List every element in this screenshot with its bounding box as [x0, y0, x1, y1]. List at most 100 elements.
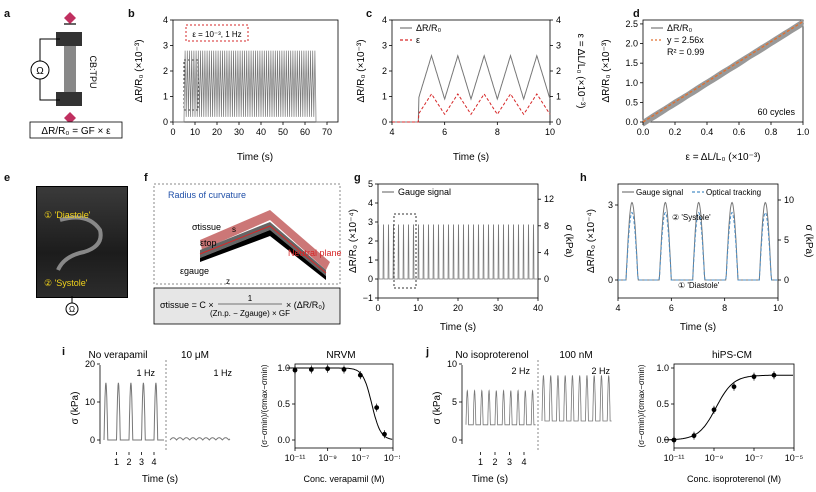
legend-gauge-signal: Gauge signal	[636, 188, 683, 197]
panel-j-label: j	[426, 346, 430, 358]
x-axis-label: Time (s)	[472, 474, 508, 485]
y-tick-label: 3	[382, 41, 387, 51]
y-tick-label: 0	[452, 435, 457, 445]
cycle-trace	[642, 20, 804, 127]
s-label: s	[232, 225, 236, 234]
y-tick-label: 3	[163, 41, 168, 51]
micrograph-overlay: ① 'Diastole' ② 'Systole' Ω	[44, 210, 103, 316]
frequency-label: 1 Hz	[213, 368, 232, 378]
y-axis-label: (σ−σmin)/(σmax−σmin)	[637, 364, 646, 447]
x-tick-label: 10⁻¹¹	[285, 453, 306, 463]
x-axis-label: Time (s)	[142, 474, 178, 485]
x-tick-label: 0.8	[765, 127, 778, 137]
x-tick-label: 4	[151, 457, 156, 467]
panel-b: b ε = 10⁻³, 1 Hz 0 10 20 30 40 50 60 70 0 1 2 3 4 Ti…	[128, 0, 348, 165]
y-tick-label: 1	[556, 92, 561, 102]
y-tick-label: 0.0	[625, 117, 638, 127]
stress-trace-control	[465, 389, 536, 426]
device-schematic: Ω CB:TPU ΔR/R₀ = GF × ε	[29, 12, 123, 139]
y-tick-label: 2	[382, 66, 387, 76]
y-tick-label: 10	[784, 195, 794, 205]
panel-f: f Radius of curvature σtissue εtop εgaug…	[140, 170, 345, 330]
x-tick-label: 10	[545, 127, 555, 137]
legend-strain: ε	[416, 35, 420, 45]
panel-j-chart: No isoproterenol 100 nM 2 Hz 2 Hz 0 5 10 1 2…	[432, 350, 612, 485]
ohmmeter-icon	[30, 60, 50, 80]
systole-label: ② 'Systole'	[44, 278, 88, 288]
y-tick-label: 4	[556, 15, 561, 25]
annotation-box	[185, 24, 249, 42]
legend-r2: R² = 0.99	[667, 47, 704, 57]
panel-h-chart: Gauge signal Optical tracking ② 'Systole…	[586, 183, 814, 333]
x-axis-label: Time (s)	[237, 152, 273, 163]
x-tick-label: 70	[322, 127, 332, 137]
axes-frame	[642, 19, 804, 123]
gf-formula: ΔR/R₀ = GF × ε	[41, 126, 111, 137]
gauge-strip	[64, 46, 76, 92]
neutral-plane-label: Neutral plane	[288, 248, 342, 258]
y-axis-label: σ (kPa)	[432, 392, 443, 425]
x-axis-label: ε = ΔL/L₀ (×10⁻³)	[685, 152, 760, 163]
eps-top-label: εtop	[200, 238, 217, 248]
y-axis-label: ΔR/R₀ (×10⁻³)	[601, 39, 612, 102]
bending-schematic: Radius of curvature σtissue εtop εgauge …	[153, 183, 342, 325]
data-points	[671, 371, 777, 444]
condition-no-drug: No verapamil	[89, 350, 148, 361]
panel-i-chart: No verapamil 10 μM 1 Hz 1 Hz 0 10 20 1 2 3 4 T…	[70, 350, 232, 485]
resistance-trace	[392, 53, 551, 123]
frequency-label: 2 Hz	[591, 366, 610, 376]
x-tick-label: 10⁻⁹	[705, 453, 724, 463]
y-right-axis-label: σ (kPa)	[803, 225, 814, 258]
y-tick-label: 0	[608, 275, 613, 285]
trace-line	[664, 374, 793, 441]
x-tick-label: 10⁻⁵	[384, 453, 400, 463]
trace-line	[286, 367, 393, 440]
x-tick-label: 30	[234, 127, 244, 137]
x-axis-label: Conc. isoproterenol (M)	[687, 474, 781, 484]
panel-a: a Ω CB:TPU ΔR/R₀ = GF × ε	[0, 0, 125, 150]
formula-right: × (ΔR/R₀)	[286, 300, 325, 310]
nrvm-dose-response: NRVM 10⁻¹¹ 10⁻⁹ 10⁻⁷ 10⁻⁵ 0.0 0.5 1.0 Conc. ve…	[260, 350, 403, 484]
frequency-label: 1 Hz	[136, 368, 155, 378]
x-tick-label: 10	[773, 303, 783, 313]
legend-gauge-signal: Gauge signal	[398, 187, 451, 197]
x-axis-label: Time (s)	[440, 322, 476, 333]
condition-drug: 100 nM	[559, 350, 592, 361]
x-tick-label: 1	[478, 457, 483, 467]
x-tick-label: 0	[170, 127, 175, 137]
y-tick-label: 4	[163, 15, 168, 25]
panel-a-label: a	[4, 8, 11, 20]
gauge-signal-trace	[377, 224, 538, 280]
y-tick-label: 5	[452, 397, 457, 407]
y-tick-label: 2	[368, 236, 373, 246]
y-axis-label: σ (kPa)	[70, 392, 81, 425]
eps-gauge-label: εgauge	[180, 266, 209, 276]
y-tick-label: 4	[368, 198, 373, 208]
x-tick-label: 10⁻⁵	[785, 453, 804, 463]
legend-optical-tracking: Optical tracking	[706, 188, 761, 197]
x-tick-label: 10⁻⁷	[351, 453, 369, 463]
stress-formula-box	[153, 287, 341, 325]
y-tick-label: 0.5	[277, 399, 290, 409]
panel-g: g Gauge signal 0 10 20 30 40 −1 0 1 2 3 4 5 0 4 8 12 Ti…	[348, 170, 576, 335]
panel-b-label: b	[128, 8, 135, 20]
x-tick-label: 10⁻⁹	[318, 453, 337, 463]
y-axis-label: ΔR/R₀ (×10⁻³)	[134, 39, 145, 102]
cycles-note: 60 cycles	[757, 107, 795, 117]
hipscm-dose-response: hiPS-CM 10⁻¹¹ 10⁻⁹ 10⁻⁷ 10⁻⁵ 0.0 0.5 1.0 Conc.…	[637, 350, 804, 484]
y-tick-label: 0.0	[277, 435, 290, 445]
x-axis-label: Time (s)	[453, 152, 489, 163]
chart-title: NRVM	[326, 350, 355, 361]
x-axis-label: Conc. verapamil (M)	[303, 474, 384, 484]
formula-denominator: (Zn.p. − Zgauge) × GF	[210, 309, 290, 318]
y-tick-label: 3	[368, 217, 373, 227]
strain-annotation: ε = 10⁻³, 1 Hz	[192, 30, 241, 39]
panel-c: c ΔR/R₀ ε 4 6 8 10 0 1 2 3 4 0 1 2 3 4 Time (s) ΔR/R₀…	[352, 0, 590, 165]
resistance-trace	[173, 50, 327, 123]
fit-curve	[664, 374, 793, 441]
y-tick-label: 1	[382, 92, 387, 102]
panel-j: j No isoproterenol 100 nM 2 Hz 2 Hz 0 5 10…	[410, 340, 630, 487]
y-tick-label: 0.0	[656, 435, 669, 445]
y-tick-label: 2.0	[625, 39, 638, 49]
x-tick-label: 10⁻¹¹	[664, 453, 685, 463]
